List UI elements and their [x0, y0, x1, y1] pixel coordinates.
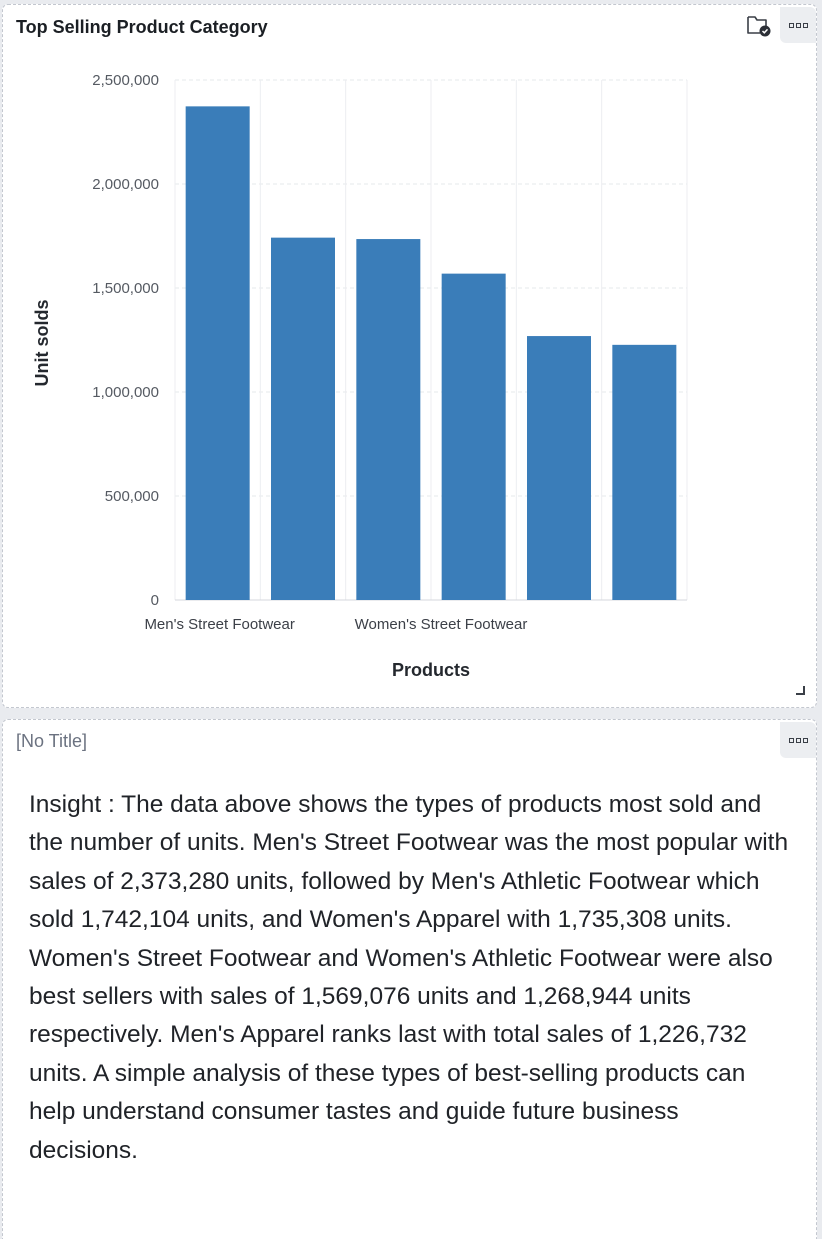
- text-panel-menu-button[interactable]: [780, 722, 816, 758]
- y-tick-label: 0: [151, 592, 159, 609]
- text-panel-title: [No Title]: [16, 731, 88, 751]
- x-tick-label: Women's Street Footwear: [355, 616, 528, 633]
- chart-panel: Top Selling Product Category 0 500,000 1,0…: [2, 4, 817, 708]
- bar-chart: 0 500,000 1,000,000 1,500,000 2,000,000 2,500…: [32, 72, 688, 680]
- chart-panel-menu-button[interactable]: [780, 7, 816, 43]
- text-panel: [No Title] Insight : The data above show…: [2, 719, 817, 1239]
- folder-check-icon[interactable]: [746, 13, 772, 37]
- insight-text: Insight : The data above shows the types…: [29, 791, 789, 1164]
- x-axis-title: Products: [392, 660, 470, 680]
- y-tick-label: 2,000,000: [92, 176, 159, 193]
- y-axis-title: Unit solds: [32, 299, 52, 386]
- chart-panel-title: Top Selling Product Category: [16, 17, 268, 37]
- y-tick-label: 1,000,000: [92, 384, 159, 401]
- y-tick-label: 1,500,000: [92, 280, 159, 297]
- x-tick-label: Men's Street Footwear: [144, 616, 294, 633]
- bar-5: [527, 336, 591, 600]
- resize-handle-icon[interactable]: [795, 685, 805, 695]
- bar-2: [271, 237, 335, 600]
- y-tick-label: 2,500,000: [92, 72, 159, 89]
- y-tick-label: 500,000: [105, 488, 159, 505]
- bar-4: [441, 273, 506, 600]
- bar-6: [612, 344, 677, 600]
- bar-3: [356, 239, 421, 600]
- bar-1: [185, 106, 250, 600]
